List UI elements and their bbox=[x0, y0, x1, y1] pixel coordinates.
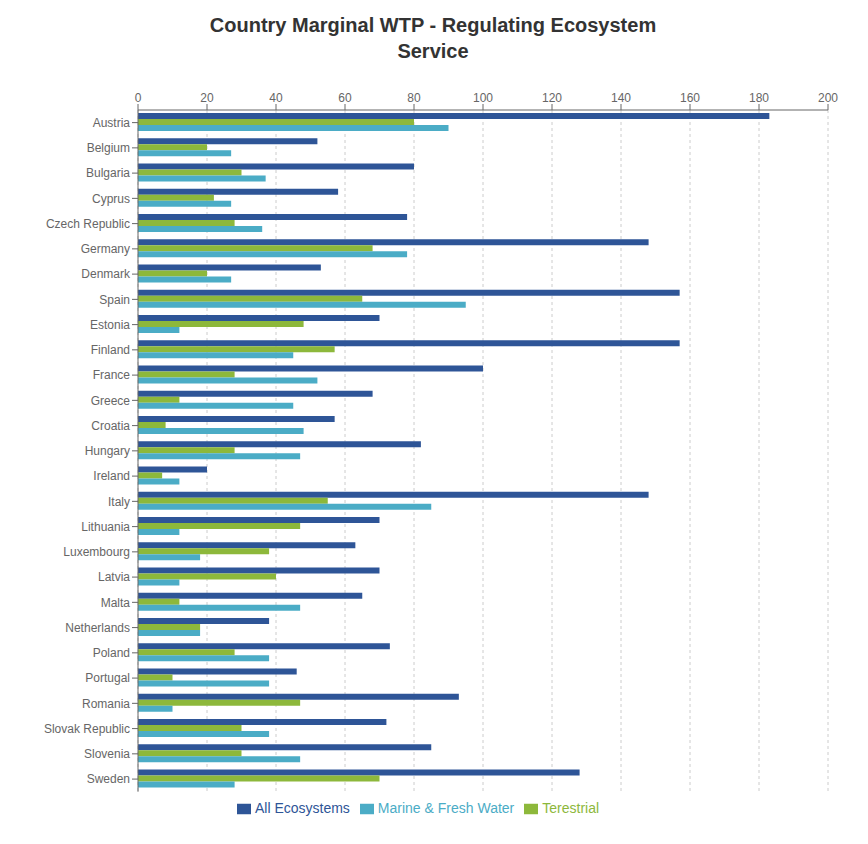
svg-text:Slovenia: Slovenia bbox=[84, 747, 130, 761]
svg-text:Sweden: Sweden bbox=[87, 772, 130, 786]
svg-text:Czech Republic: Czech Republic bbox=[46, 217, 130, 231]
svg-text:Bulgaria: Bulgaria bbox=[86, 166, 130, 180]
html-text:Country Marginal WTP - Regulat: Country Marginal WTP - Regulating Ecosys… bbox=[209, 14, 657, 36]
svg-text:Netherlands: Netherlands bbox=[65, 621, 130, 635]
svg-text:200: 200 bbox=[818, 91, 838, 105]
svg-text:Estonia: Estonia bbox=[90, 318, 130, 332]
svg-text:Cyprus: Cyprus bbox=[92, 192, 130, 206]
svg-text:Lithuania: Lithuania bbox=[81, 520, 130, 534]
svg-text:Austria: Austria bbox=[93, 116, 131, 130]
svg-text:Germany: Germany bbox=[81, 242, 130, 256]
svg-text:Romania: Romania bbox=[82, 697, 130, 711]
svg-text:Finland: Finland bbox=[91, 343, 130, 357]
svg-text:180: 180 bbox=[749, 91, 769, 105]
svg-text:0: 0 bbox=[135, 91, 142, 105]
svg-text:Croatia: Croatia bbox=[91, 419, 130, 433]
svg-text:40: 40 bbox=[269, 91, 283, 105]
svg-text:France: France bbox=[93, 368, 131, 382]
svg-text:Hungary: Hungary bbox=[85, 444, 130, 458]
svg-text:Italy: Italy bbox=[108, 495, 130, 509]
svg-text:160: 160 bbox=[680, 91, 700, 105]
svg-text:80: 80 bbox=[407, 91, 421, 105]
svg-text:120: 120 bbox=[542, 91, 562, 105]
svg-text:140: 140 bbox=[611, 91, 631, 105]
svg-text:100: 100 bbox=[473, 91, 493, 105]
svg-text:Latvia: Latvia bbox=[98, 570, 130, 584]
svg-text:Spain: Spain bbox=[99, 293, 130, 307]
svg-text:Ireland: Ireland bbox=[93, 469, 130, 483]
svg-text:Malta: Malta bbox=[101, 596, 131, 610]
svg-text:Portugal: Portugal bbox=[85, 671, 130, 685]
html-text:Service: Service bbox=[397, 40, 469, 62]
svg-text:Slovak Republic: Slovak Republic bbox=[44, 722, 130, 736]
svg-text:Greece: Greece bbox=[91, 394, 131, 408]
svg-text:Luxembourg: Luxembourg bbox=[63, 545, 130, 559]
html-text:Marine & Fresh Water: Marine & Fresh Water bbox=[377, 799, 515, 816]
svg-text:Denmark: Denmark bbox=[81, 267, 131, 281]
html-text:Terestrial: Terestrial bbox=[542, 799, 600, 816]
svg-text:20: 20 bbox=[200, 91, 214, 105]
svg-text:Poland: Poland bbox=[93, 646, 130, 660]
html-text:All Ecosystems: All Ecosystems bbox=[254, 799, 350, 816]
svg-text:Belgium: Belgium bbox=[87, 141, 130, 155]
svg-text:60: 60 bbox=[338, 91, 352, 105]
